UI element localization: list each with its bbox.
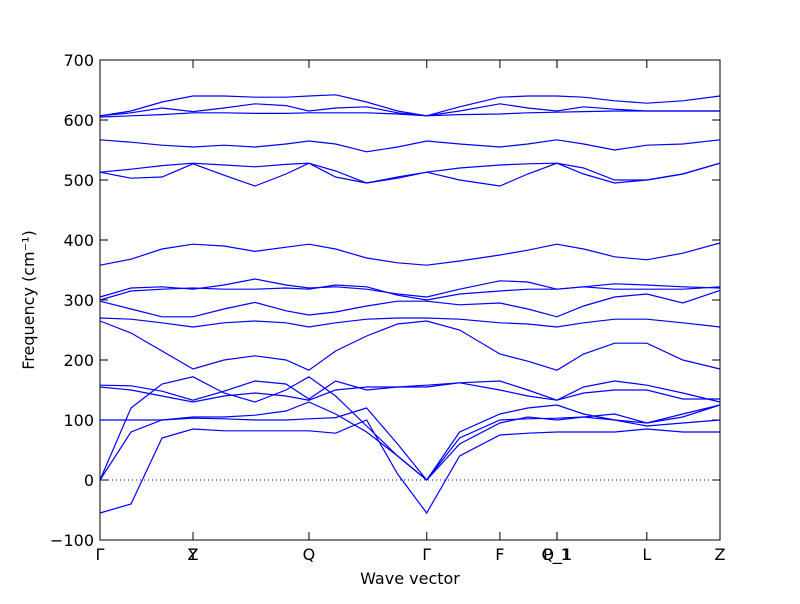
y-axis-label: Frequency (cm⁻¹) <box>19 230 38 369</box>
y-tick-label: 200 <box>63 351 94 370</box>
band-line <box>99 242 721 266</box>
x-tick-label: Γ <box>96 545 105 564</box>
band-line <box>99 103 720 117</box>
band-line <box>99 419 720 515</box>
band-line <box>99 401 721 481</box>
x-tick-label: Z <box>715 545 726 564</box>
y-tick-label: 100 <box>63 411 94 430</box>
y-tick-label: 700 <box>63 51 94 70</box>
x-tick-label: Q <box>303 545 316 564</box>
x-tick-label: L <box>642 545 651 564</box>
y-tick-label: 500 <box>63 171 94 190</box>
x-tick-label: Γ <box>422 545 431 564</box>
band-line <box>99 284 721 301</box>
band-line <box>99 380 721 403</box>
x-tick-label: Z <box>188 545 199 564</box>
band-line <box>99 162 721 184</box>
band-line <box>99 162 721 187</box>
band-line <box>100 404 721 481</box>
y-tick-label: 0 <box>84 471 94 490</box>
band-line <box>99 139 721 153</box>
x-tick-label: Q_1 <box>542 545 573 565</box>
y-tick-label: 600 <box>63 111 94 130</box>
band-line <box>99 317 721 328</box>
y-tick-label: −100 <box>50 531 94 550</box>
x-axis-label: Wave vector <box>360 569 460 588</box>
x-tick-label: F <box>495 545 504 564</box>
x-tick-label: P_1 <box>543 545 571 565</box>
band-line <box>99 320 721 371</box>
band-line <box>99 382 720 403</box>
band-line <box>99 289 721 318</box>
plot-frame <box>99 59 721 541</box>
band-line <box>99 110 720 118</box>
y-tick-label: 300 <box>63 291 94 310</box>
x-tick-label: Y <box>187 545 198 564</box>
y-tick-label: 400 <box>63 231 94 250</box>
band-line <box>99 94 721 117</box>
